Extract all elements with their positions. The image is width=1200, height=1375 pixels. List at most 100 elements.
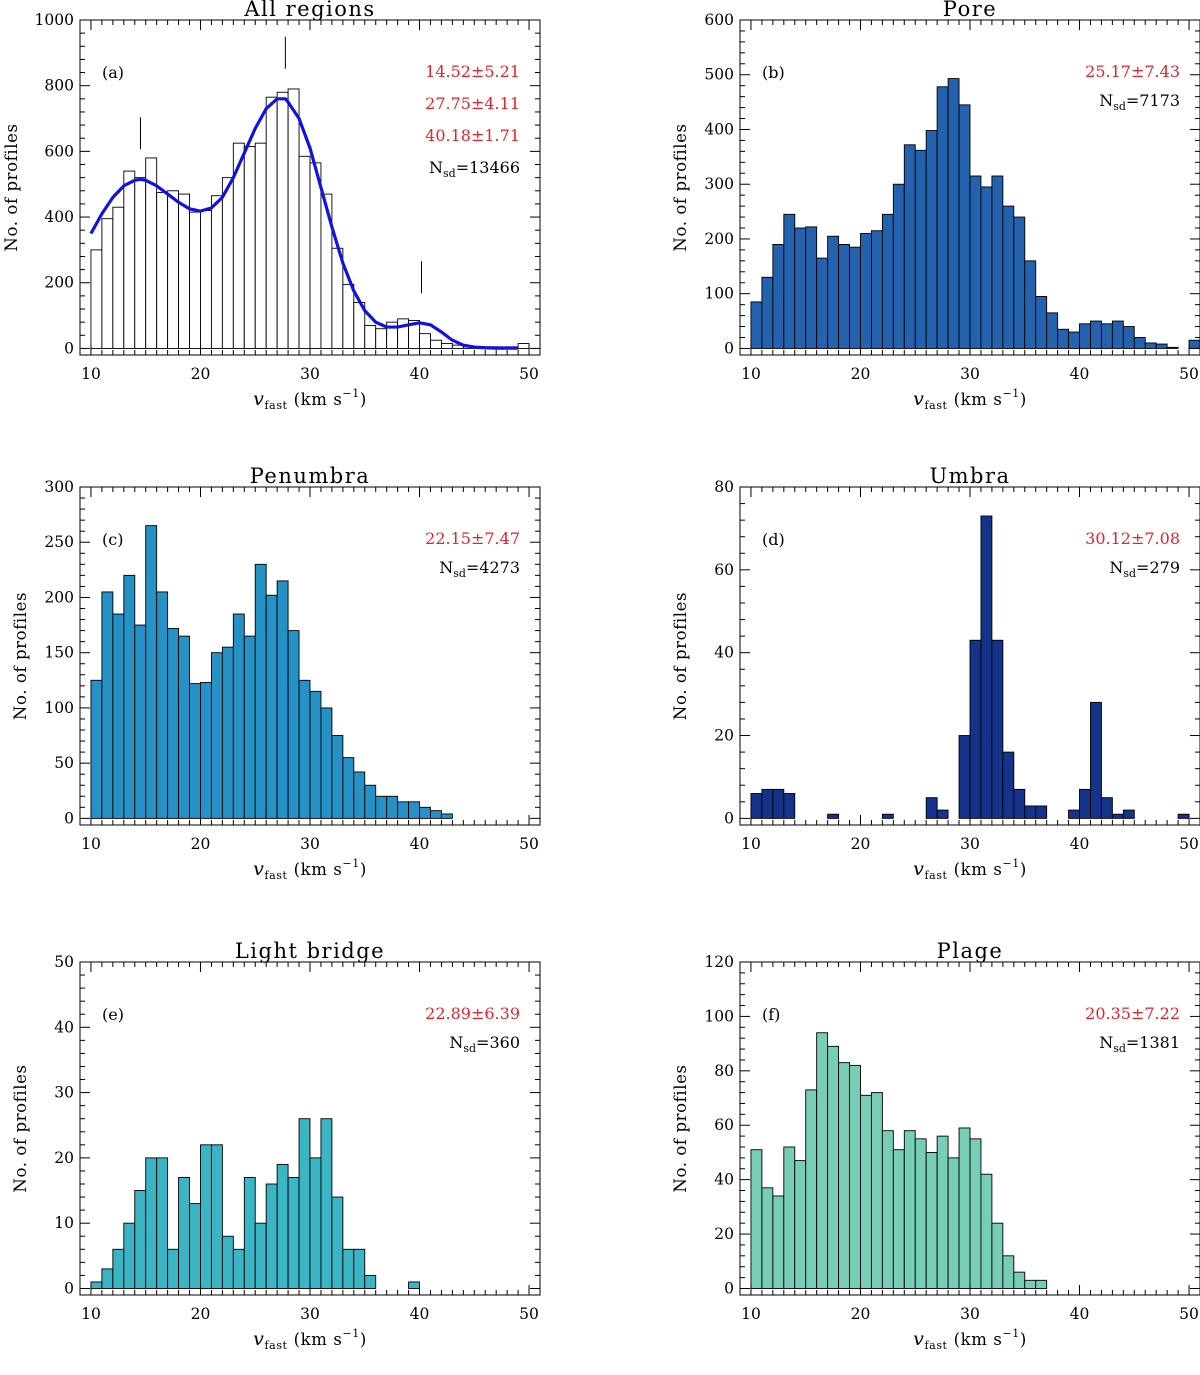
x-tick-label: 30 bbox=[300, 1305, 320, 1323]
histogram-bar bbox=[991, 1222, 1004, 1289]
histogram-bar bbox=[123, 1222, 136, 1289]
panel-title: Pore bbox=[943, 0, 997, 21]
histogram-bar bbox=[936, 1135, 949, 1289]
histogram-bar bbox=[397, 318, 410, 349]
histogram-bar bbox=[123, 170, 136, 349]
count-symbol: N bbox=[429, 158, 443, 177]
x-axis-label: vfast (km s−1) bbox=[913, 387, 1027, 412]
histogram-bar bbox=[364, 324, 377, 349]
histogram-bar bbox=[210, 195, 223, 349]
histogram-bar bbox=[925, 797, 938, 819]
count-value: =360 bbox=[476, 1033, 520, 1052]
histogram-bar bbox=[221, 646, 234, 819]
histogram-bar bbox=[210, 652, 223, 819]
histogram-bar bbox=[1002, 205, 1015, 349]
x-tick-label: 50 bbox=[1179, 365, 1199, 383]
histogram-bar bbox=[947, 1157, 960, 1289]
count-subscript: sd bbox=[1113, 100, 1126, 113]
fit-annotation: 27.75±4.11 bbox=[425, 94, 520, 113]
fit-annotation: 22.89±6.39 bbox=[425, 1004, 520, 1023]
histogram-bar bbox=[265, 96, 278, 349]
histogram-bar bbox=[101, 1268, 114, 1289]
histogram-bar bbox=[320, 707, 333, 819]
x-tick-label: 30 bbox=[300, 835, 320, 853]
histogram-bar bbox=[1002, 751, 1015, 819]
count-symbol: N bbox=[1099, 1033, 1113, 1052]
y-tick-label: 500 bbox=[704, 66, 734, 84]
count-symbol: N bbox=[1109, 558, 1123, 577]
histogram-bar bbox=[331, 735, 344, 819]
count-value: =13466 bbox=[456, 158, 520, 177]
histogram-bar bbox=[101, 591, 114, 819]
x-axis-unit: (km s bbox=[294, 1330, 343, 1349]
x-axis-symbol: v bbox=[913, 388, 924, 410]
histogram-bar bbox=[761, 788, 774, 819]
x-tick-label: 20 bbox=[191, 365, 211, 383]
histogram-bar bbox=[364, 784, 377, 819]
y-tick-label: 60 bbox=[714, 561, 734, 579]
histogram-bar bbox=[134, 624, 147, 819]
x-axis-label: vfast (km s−1) bbox=[913, 857, 1027, 882]
histogram-bar bbox=[189, 1203, 201, 1289]
y-tick-label: 50 bbox=[54, 754, 74, 772]
histogram-bar bbox=[298, 155, 311, 349]
histogram-bar bbox=[838, 1062, 850, 1289]
y-tick-label: 60 bbox=[714, 1116, 734, 1134]
histogram-bar bbox=[1166, 346, 1179, 349]
count-subscript: sd bbox=[463, 1042, 476, 1055]
histogram-bar bbox=[221, 1235, 234, 1289]
bars bbox=[750, 1032, 1048, 1289]
y-tick-label: 80 bbox=[714, 1062, 734, 1080]
histogram-bar bbox=[287, 88, 300, 349]
x-axis-subscript: fast bbox=[924, 399, 947, 412]
histogram-bar bbox=[772, 1195, 785, 1289]
histogram-bar bbox=[1002, 1255, 1015, 1289]
histogram-bar bbox=[145, 1157, 158, 1289]
x-axis-close-paren: ) bbox=[360, 860, 367, 879]
histogram-bar bbox=[309, 162, 322, 349]
x-tick-label: 20 bbox=[191, 1305, 211, 1323]
x-axis-close-paren: ) bbox=[360, 390, 367, 409]
histogram-bar bbox=[342, 757, 355, 819]
histogram-bar bbox=[980, 186, 993, 349]
y-axis-label: No. of profiles bbox=[2, 123, 21, 251]
histogram-bar bbox=[221, 177, 234, 349]
histogram-bar bbox=[134, 1190, 147, 1289]
panel-d: 10 20 30 40 50 0 20 40 60 80 Umbra vfast (km s−1) No.… bbox=[671, 464, 1200, 882]
x-axis-symbol: v bbox=[913, 1328, 924, 1350]
panel-title: Plage bbox=[937, 939, 1004, 963]
count-value: =7173 bbox=[1126, 91, 1180, 110]
histogram-bar bbox=[794, 1160, 807, 1289]
histogram-bar bbox=[287, 630, 300, 819]
y-tick-label: 0 bbox=[724, 809, 734, 827]
histogram-bar bbox=[947, 78, 960, 349]
x-tick-label: 10 bbox=[81, 365, 101, 383]
histogram-bar bbox=[1013, 216, 1026, 349]
histogram-bar bbox=[276, 580, 289, 819]
histogram-bar bbox=[320, 1118, 333, 1289]
histogram-bar bbox=[914, 149, 927, 349]
histogram-bar bbox=[408, 801, 420, 819]
x-tick-label: 50 bbox=[1179, 1305, 1199, 1323]
x-axis-subscript: fast bbox=[264, 1339, 287, 1352]
histogram-bar bbox=[1024, 805, 1037, 819]
histogram-bar bbox=[870, 1092, 883, 1289]
histogram-bar bbox=[430, 339, 442, 349]
histogram-bar bbox=[309, 1157, 322, 1289]
histogram-bar bbox=[265, 594, 278, 819]
histogram-bar bbox=[925, 1151, 938, 1289]
histogram-bar bbox=[827, 235, 840, 349]
panel-label: (c) bbox=[102, 530, 123, 549]
x-tick-label: 50 bbox=[519, 1305, 539, 1323]
histogram-bar bbox=[783, 1146, 796, 1289]
histogram-bar bbox=[849, 1064, 861, 1289]
histogram-bar bbox=[980, 1173, 993, 1289]
x-tick-label: 10 bbox=[741, 365, 761, 383]
y-tick-label: 0 bbox=[724, 1279, 734, 1297]
histogram-bar bbox=[440, 343, 453, 349]
y-tick-label: 800 bbox=[44, 77, 74, 95]
histogram-bar bbox=[761, 1187, 774, 1289]
histogram-bar bbox=[112, 206, 125, 349]
histogram-bar bbox=[816, 257, 829, 349]
